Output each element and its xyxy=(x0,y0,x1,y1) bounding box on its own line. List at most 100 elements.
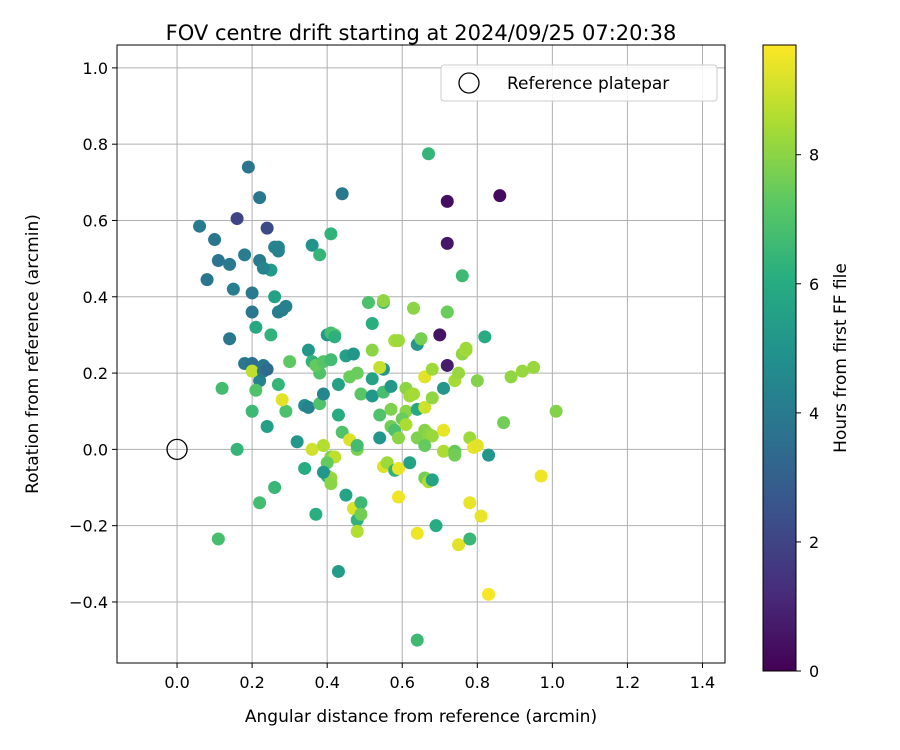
data-point xyxy=(279,404,293,418)
data-point xyxy=(324,353,338,367)
y-tick-label: 1.0 xyxy=(83,59,108,78)
chart-title: FOV centre drift starting at 2024/09/25 … xyxy=(166,21,677,45)
colorbar-tick-label: 2 xyxy=(809,533,819,552)
data-point xyxy=(455,269,469,283)
x-axis-label: Angular distance from reference (arcmin) xyxy=(245,707,597,727)
data-point xyxy=(346,347,360,361)
data-point xyxy=(339,488,353,502)
data-point xyxy=(268,290,282,304)
data-point xyxy=(271,244,285,258)
data-point xyxy=(463,496,477,510)
data-point xyxy=(316,439,330,453)
data-point xyxy=(301,343,315,357)
data-point xyxy=(223,257,237,271)
data-point xyxy=(403,456,417,470)
data-point xyxy=(260,221,274,235)
data-point xyxy=(437,381,451,395)
data-point xyxy=(470,374,484,388)
data-point xyxy=(414,332,428,346)
data-point xyxy=(245,305,259,319)
data-point xyxy=(245,286,259,300)
data-point xyxy=(253,191,267,205)
data-point xyxy=(268,481,282,495)
x-tick-label: 1.2 xyxy=(615,673,640,692)
data-point xyxy=(245,404,259,418)
colorbar-tick-label: 0 xyxy=(809,662,819,681)
data-point xyxy=(418,439,432,453)
data-point xyxy=(399,418,413,432)
data-point xyxy=(452,366,466,380)
data-point xyxy=(245,364,259,378)
data-point xyxy=(249,320,263,334)
data-point xyxy=(226,282,240,296)
y-tick-label: −0.2 xyxy=(69,517,108,536)
data-point xyxy=(331,408,345,422)
data-point xyxy=(373,408,387,422)
data-point xyxy=(425,391,439,405)
data-point xyxy=(376,294,390,308)
data-point xyxy=(425,473,439,487)
plot-frame xyxy=(116,44,726,664)
data-point xyxy=(384,379,398,393)
axis-ticks: 0.0 0.2 0.4 0.6 0.8 1.0 1.2 1.4 −0.4 −0.2 0.0 0.2 0.… xyxy=(69,59,715,692)
data-point xyxy=(391,461,405,475)
data-point xyxy=(418,400,432,414)
data-point xyxy=(452,538,466,552)
data-point xyxy=(316,387,330,401)
data-point xyxy=(504,370,518,384)
data-point xyxy=(271,378,285,392)
data-point xyxy=(354,496,368,510)
x-tick-label: 0.4 xyxy=(314,673,339,692)
data-point xyxy=(313,248,327,262)
data-point xyxy=(391,431,405,445)
x-tick-label: 0.0 xyxy=(164,673,189,692)
data-point xyxy=(534,469,548,483)
data-point xyxy=(497,416,511,430)
data-point xyxy=(384,402,398,416)
colorbar-tick-label: 8 xyxy=(809,146,819,165)
data-point xyxy=(309,507,323,521)
y-tick-label: 0.4 xyxy=(83,288,108,307)
colorbar: 0 2 4 6 8 Hours from first FF file xyxy=(762,44,851,681)
reference-point-marker xyxy=(166,438,188,461)
data-point xyxy=(549,404,563,418)
y-tick-label: 0.8 xyxy=(83,135,108,154)
data-point xyxy=(200,273,214,287)
legend[interactable]: Reference platepar xyxy=(440,64,718,102)
data-point xyxy=(440,236,454,250)
data-point xyxy=(260,419,274,433)
data-points xyxy=(193,147,563,647)
data-point xyxy=(324,227,338,241)
data-point xyxy=(361,296,375,309)
colorbar-ticks: 0 2 4 6 8 xyxy=(796,146,819,681)
data-point xyxy=(275,303,289,317)
data-point xyxy=(515,364,529,378)
data-point xyxy=(425,362,439,376)
data-point xyxy=(335,187,349,201)
data-point xyxy=(527,360,541,374)
colorbar-tick-label: 6 xyxy=(809,275,819,294)
data-point xyxy=(373,360,387,374)
data-point xyxy=(211,532,225,546)
data-point xyxy=(365,389,379,403)
colorbar-tick-label: 4 xyxy=(809,404,819,423)
data-point xyxy=(463,532,477,546)
data-point xyxy=(328,330,342,344)
data-point xyxy=(373,431,387,445)
data-point xyxy=(437,444,451,458)
data-point xyxy=(440,358,454,372)
colorbar-frame xyxy=(762,44,797,672)
y-axis-label: Rotation from reference (arcmin) xyxy=(23,214,43,494)
data-point xyxy=(193,219,207,233)
data-point xyxy=(260,362,274,376)
data-point xyxy=(238,248,252,262)
data-point xyxy=(241,160,255,174)
data-point xyxy=(230,212,244,226)
legend-box xyxy=(440,64,718,102)
data-point xyxy=(391,334,405,348)
data-point xyxy=(429,519,443,533)
data-point xyxy=(298,461,312,475)
data-point xyxy=(410,526,424,540)
data-point xyxy=(493,189,507,203)
x-tick-label: 1.0 xyxy=(540,673,565,692)
